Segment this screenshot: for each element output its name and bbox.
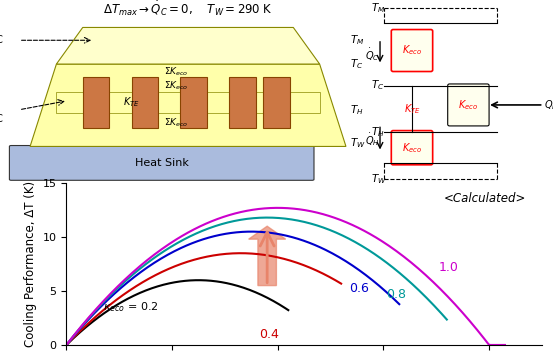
Text: $K_{TE}$: $K_{TE}$ [123,96,140,109]
Text: $T_M$: $T_M$ [349,33,364,47]
Text: $T_C$: $T_C$ [349,57,363,71]
Text: $T_W$: $T_W$ [349,136,366,150]
FancyBboxPatch shape [9,145,314,180]
Text: $\dot{Q}_C$: $\dot{Q}_C$ [365,46,379,63]
Text: $K_{eco}$: $K_{eco}$ [402,141,422,155]
Polygon shape [56,27,320,64]
Text: $T_H$: $T_H$ [349,103,363,117]
FancyBboxPatch shape [392,30,432,71]
Text: $\kappa_{eco}$ = 0.2: $\kappa_{eco}$ = 0.2 [103,300,158,314]
Bar [180,77,207,128]
Text: $\Sigma K_{eco}$: $\Sigma K_{eco}$ [164,65,189,78]
Text: $K_{eco}$: $K_{eco}$ [402,44,422,57]
Bar [263,77,290,128]
FancyBboxPatch shape [448,84,489,126]
Text: 1.0: 1.0 [439,261,459,274]
Text: $\dot{Q}_H$: $\dot{Q}_H$ [365,131,380,149]
Text: TC: TC [0,35,3,45]
Text: $T_W$: $T_W$ [371,172,387,186]
Text: Heat Sink: Heat Sink [135,158,189,168]
Text: $T_H$: $T_H$ [371,125,384,139]
Text: $T_M$: $T_M$ [371,1,385,15]
Text: $\Sigma K_{eco}$: $\Sigma K_{eco}$ [164,117,189,129]
FancyArrow shape [249,226,286,285]
Bar [229,77,255,128]
Text: TC: TC [0,114,3,124]
Text: $Q_{in}$: $Q_{in}$ [544,98,553,112]
Bar [83,77,109,128]
Text: $K_{TE}$: $K_{TE}$ [404,102,420,116]
Text: $K_{eco}$: $K_{eco}$ [458,98,478,112]
Text: <Calculated>: <Calculated> [444,192,526,205]
Text: 0.6: 0.6 [349,282,369,295]
Text: 0.8: 0.8 [386,288,406,301]
Text: $\Delta T_{max} \rightarrow \dot{Q}_C = 0$,    $T_W = 290$ K: $\Delta T_{max} \rightarrow \dot{Q}_C = … [103,0,273,18]
Bar [56,92,320,113]
Text: $\Sigma K_{eco}$: $\Sigma K_{eco}$ [164,80,189,92]
Polygon shape [30,64,346,146]
FancyBboxPatch shape [392,131,432,165]
Text: $T_C$: $T_C$ [371,78,384,93]
Bar [132,77,158,128]
Text: 0.4: 0.4 [259,328,279,341]
Y-axis label: Cooling Performance, ΔT (K): Cooling Performance, ΔT (K) [24,181,37,347]
